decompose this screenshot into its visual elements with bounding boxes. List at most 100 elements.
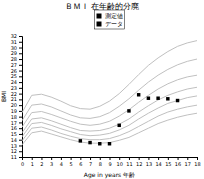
- tick-mark: [61, 157, 62, 160]
- tick-mark: [168, 157, 169, 160]
- tick-label: 16: [175, 161, 181, 167]
- tick-mark: [19, 82, 22, 83]
- plot-area: 0123456789101112131415161718111213141516…: [11, 33, 201, 166]
- tick-label: 2: [40, 161, 43, 167]
- tick: 6: [79, 157, 82, 167]
- tick-mark: [19, 65, 22, 66]
- tick: 14: [11, 137, 22, 143]
- tick-mark: [19, 111, 22, 112]
- axis-line: [19, 37, 23, 158]
- point: [79, 139, 82, 142]
- tick-mark: [19, 134, 22, 135]
- tick-label: 11: [11, 154, 17, 160]
- tick-mark: [19, 59, 22, 60]
- tick-label: 4: [60, 161, 63, 167]
- tick-mark: [19, 53, 22, 54]
- point: [176, 99, 179, 102]
- tick-mark: [80, 157, 81, 160]
- tick-mark: [187, 157, 188, 160]
- tick-mark: [139, 157, 140, 160]
- tick-mark: [19, 99, 22, 100]
- tick-mark: [90, 157, 91, 160]
- tick: 17: [11, 120, 22, 126]
- legend-item: データ: [97, 20, 123, 27]
- tick-mark: [100, 157, 101, 160]
- tick-mark: [19, 105, 22, 106]
- tick-mark: [19, 157, 22, 158]
- tick-mark: [71, 157, 72, 160]
- tick-mark: [41, 157, 42, 160]
- tick-label: 14: [11, 137, 17, 143]
- tick: 13: [146, 157, 152, 167]
- legend-frame: [95, 10, 125, 29]
- tick-label: 3: [50, 161, 53, 167]
- tick: 0: [21, 157, 24, 167]
- tick-label: 13: [146, 161, 152, 167]
- tick-label: 13: [11, 143, 17, 149]
- tick-mark: [19, 117, 22, 118]
- tick-label: 12: [136, 161, 142, 167]
- chart: 0123456789101112131415161718111213141516…: [0, 0, 204, 179]
- point: [156, 96, 159, 99]
- legend-item: 測定値: [97, 12, 123, 19]
- line: [22, 87, 197, 133]
- legend-swatch: [97, 22, 102, 27]
- tick: 15: [165, 157, 171, 167]
- y-axis: 1112131415161718192021222324252627282930…: [11, 33, 23, 160]
- tick: 23: [11, 85, 22, 91]
- tick-label: 29: [11, 50, 17, 56]
- tick-label: 32: [11, 33, 17, 39]
- tick: 19: [11, 108, 22, 114]
- tick-label: 1: [31, 161, 34, 167]
- tick: 11: [11, 154, 22, 160]
- tick: 10: [117, 157, 123, 167]
- tick-label: 8: [99, 161, 102, 167]
- tick: 2: [40, 157, 43, 167]
- tick-mark: [178, 157, 179, 160]
- tick-mark: [19, 151, 22, 152]
- tick-label: 31: [11, 39, 17, 45]
- tick-label: 12: [11, 148, 17, 154]
- tick-label: 21: [11, 96, 17, 102]
- tick: 32: [11, 33, 22, 39]
- legend-swatch: [97, 14, 102, 19]
- tick: 18: [11, 114, 22, 120]
- tick-label: 9: [108, 161, 111, 167]
- tick: 24: [11, 79, 22, 85]
- tick: 4: [60, 157, 63, 167]
- tick-mark: [110, 157, 111, 160]
- tick-mark: [19, 94, 22, 95]
- tick-label: 11: [126, 161, 132, 167]
- tick: 26: [11, 68, 22, 74]
- tick-label: 0: [21, 161, 24, 167]
- tick-label: 5: [70, 161, 73, 167]
- tick-label: 30: [11, 45, 17, 51]
- tick-label: 10: [117, 161, 123, 167]
- tick-label: 15: [11, 131, 17, 137]
- tick-mark: [119, 157, 120, 160]
- point: [108, 142, 111, 145]
- x-axis-title: Age in years 年齢: [84, 171, 135, 179]
- tick: 28: [11, 56, 22, 62]
- tick: 15: [11, 131, 22, 137]
- marks: [22, 41, 197, 146]
- tick: 1: [31, 157, 34, 167]
- tick: 30: [11, 45, 22, 51]
- legend-label: 測定値: [105, 12, 123, 19]
- tick-label: 22: [11, 91, 17, 97]
- point: [137, 93, 140, 96]
- tick: 7: [89, 157, 92, 167]
- tick-mark: [19, 122, 22, 123]
- tick: 29: [11, 50, 22, 56]
- tick-label: 17: [185, 161, 191, 167]
- tick: 8: [99, 157, 102, 167]
- tick: 12: [11, 148, 22, 154]
- tick-label: 16: [11, 125, 17, 131]
- tick-label: 23: [11, 85, 17, 91]
- tick-mark: [19, 76, 22, 77]
- point: [88, 141, 91, 144]
- tick-mark: [19, 71, 22, 72]
- tick: 22: [11, 91, 22, 97]
- point: [147, 96, 150, 99]
- tick-mark: [19, 140, 22, 141]
